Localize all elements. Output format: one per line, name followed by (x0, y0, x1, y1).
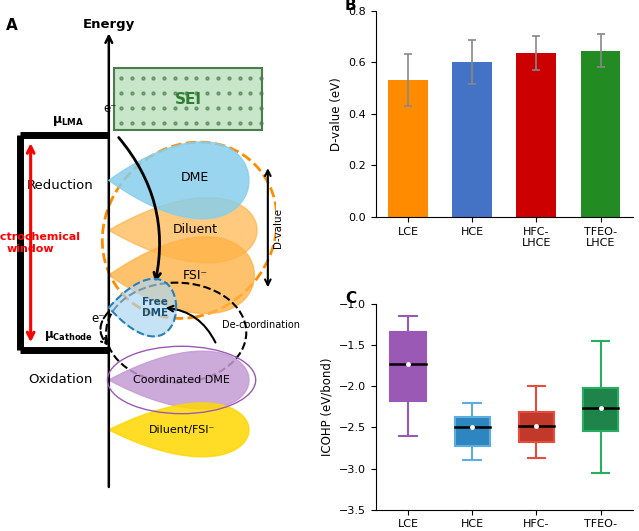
Bar (583, 388, 618, 431)
Polygon shape (109, 142, 249, 219)
Text: $\mathbf{\mu_{LMA}}$: $\mathbf{\mu_{LMA}}$ (52, 114, 84, 128)
Text: $\mathbf{\mu_{Cathode}}$: $\mathbf{\mu_{Cathode}}$ (44, 329, 93, 342)
Text: Reduction: Reduction (27, 179, 94, 192)
Bar (452, 62, 492, 217)
Polygon shape (109, 237, 254, 314)
Text: Diluent: Diluent (173, 222, 217, 236)
Bar (519, 413, 554, 442)
Text: A: A (6, 18, 18, 33)
Polygon shape (109, 403, 249, 457)
Text: D-value: D-value (273, 208, 283, 248)
Text: e⁻: e⁻ (104, 102, 117, 115)
Bar (454, 417, 490, 446)
Bar (581, 50, 620, 217)
Text: Coordinated DME: Coordinated DME (133, 375, 230, 385)
Text: DME: DME (181, 172, 209, 184)
Y-axis label: D-value (eV): D-value (eV) (330, 77, 343, 151)
Bar (114, 68, 263, 131)
Text: Oxidation: Oxidation (28, 373, 93, 387)
Text: FSI⁻: FSI⁻ (183, 269, 208, 281)
Bar (388, 80, 428, 217)
Text: C: C (345, 291, 356, 306)
Text: SEI: SEI (175, 92, 202, 107)
Text: B: B (345, 0, 357, 13)
Y-axis label: ICOHP (eV/bond): ICOHP (eV/bond) (321, 357, 334, 456)
Polygon shape (109, 279, 176, 337)
Polygon shape (109, 351, 249, 409)
Text: Diluent/FSI⁻: Diluent/FSI⁻ (148, 425, 215, 435)
Bar (516, 53, 556, 217)
Polygon shape (109, 198, 257, 263)
Text: De-coordination: De-coordination (222, 320, 300, 330)
Text: Free
DME: Free DME (142, 297, 167, 319)
Text: e⁻: e⁻ (91, 312, 105, 325)
Text: Energy: Energy (82, 18, 135, 31)
Text: Electrochemical
window: Electrochemical window (0, 232, 80, 253)
Bar (390, 332, 426, 401)
